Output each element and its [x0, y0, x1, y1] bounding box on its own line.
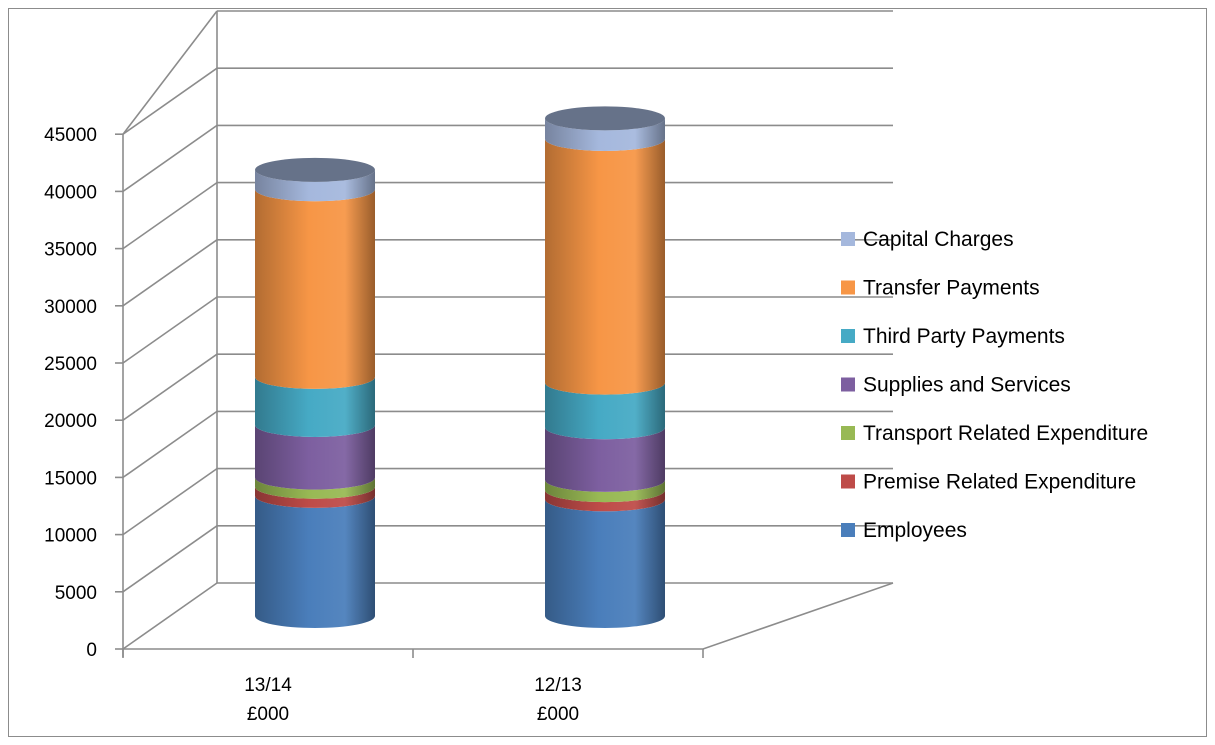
bar-segment — [545, 118, 665, 151]
gridlines — [122, 10, 893, 650]
legend-swatch — [841, 329, 855, 343]
gridline-side — [122, 582, 218, 650]
bar-segment — [255, 424, 375, 490]
legend-swatch — [841, 426, 855, 440]
gridline-side — [122, 67, 218, 135]
bar-group — [255, 106, 665, 628]
legend-swatch — [841, 232, 855, 246]
chart-area: 0 5000 10000 15000 20000 25000 30000 35000 40000… — [8, 8, 1207, 737]
gridline-side — [122, 410, 218, 479]
gridline-side — [122, 239, 218, 307]
y-tick-label: 15000 — [44, 468, 97, 489]
bar-segment — [255, 169, 375, 202]
y-tick-label: 25000 — [44, 354, 97, 375]
y-tick-label: 0 — [86, 640, 97, 661]
x-category-label: 13/14 — [244, 675, 292, 696]
y-axis-ticks: 0 5000 10000 15000 20000 25000 30000 35000 40000… — [44, 125, 123, 661]
x-category-unit-label: £000 — [247, 704, 289, 725]
bar-segment — [545, 479, 665, 503]
axes — [122, 10, 894, 658]
gridline-side — [122, 181, 218, 250]
legend-swatch — [841, 280, 855, 295]
x-axis-labels: 13/14 £000 12/13 £000 — [244, 675, 582, 725]
legend-label: Supplies and Services — [863, 374, 1071, 397]
legend-swatch — [841, 523, 855, 537]
gridline-side — [122, 467, 218, 536]
gridline-side — [122, 10, 218, 135]
y-tick-label: 35000 — [44, 240, 97, 261]
gridline-side — [122, 124, 218, 193]
legend: Capital Charges Transfer Payments Third Pa… — [841, 228, 1148, 542]
bar-segment — [545, 138, 665, 395]
bar-segment — [255, 376, 375, 437]
bar-segment — [545, 382, 665, 440]
legend-swatch — [841, 377, 855, 392]
bar-segment — [545, 490, 665, 512]
legend-label: Transport Related Expenditure — [863, 422, 1148, 445]
bar-top-cap — [545, 106, 665, 131]
bar-segment — [255, 495, 375, 628]
legend-label: Employees — [863, 519, 967, 542]
legend-swatch — [841, 474, 855, 489]
bar-segment — [545, 499, 665, 628]
legend-label: Third Party Payments — [863, 325, 1065, 348]
y-tick-label: 45000 — [44, 125, 97, 146]
y-tick-label: 20000 — [44, 411, 97, 432]
bar-segment — [255, 189, 375, 389]
y-tick-label: 40000 — [44, 182, 97, 203]
bar-segment — [545, 427, 665, 492]
bar-top-cap — [255, 157, 375, 182]
gridline-side — [122, 296, 218, 364]
gridline-side — [122, 353, 218, 421]
legend-label: Capital Charges — [863, 228, 1014, 251]
y-tick-label: 30000 — [44, 297, 97, 318]
bar-segment — [255, 486, 375, 508]
floor-edge — [123, 582, 894, 650]
y-tick-label: 10000 — [44, 526, 97, 547]
x-category-label: 12/13 — [534, 675, 582, 696]
x-category-unit-label: £000 — [537, 704, 579, 725]
legend-label: Premise Related Expenditure — [863, 471, 1136, 494]
legend-label: Transfer Payments — [863, 277, 1040, 300]
bar-segment — [255, 477, 375, 499]
cylinder-chart: 0 5000 10000 15000 20000 25000 30000 35000 40000… — [44, 10, 1148, 725]
y-tick-label: 5000 — [55, 583, 97, 604]
gridline-side — [122, 525, 218, 593]
